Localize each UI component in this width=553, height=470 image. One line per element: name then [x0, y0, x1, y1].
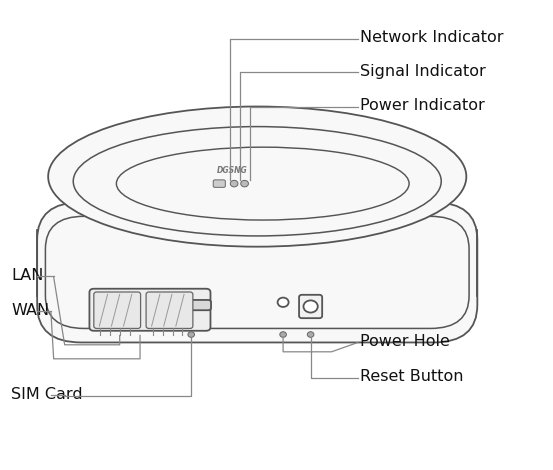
Text: Reset Button: Reset Button	[360, 368, 463, 384]
Circle shape	[230, 180, 238, 187]
FancyBboxPatch shape	[90, 289, 211, 331]
Circle shape	[241, 180, 248, 187]
FancyBboxPatch shape	[171, 300, 211, 310]
FancyBboxPatch shape	[299, 295, 322, 318]
Circle shape	[280, 332, 286, 337]
Circle shape	[307, 332, 314, 337]
FancyBboxPatch shape	[146, 292, 193, 329]
Ellipse shape	[48, 107, 466, 247]
FancyBboxPatch shape	[213, 180, 225, 188]
FancyBboxPatch shape	[37, 202, 477, 343]
Text: LAN: LAN	[11, 268, 44, 283]
Circle shape	[304, 300, 318, 313]
Circle shape	[188, 332, 195, 337]
FancyBboxPatch shape	[94, 292, 140, 329]
Text: SIM Card: SIM Card	[11, 387, 83, 402]
Text: Power Indicator: Power Indicator	[360, 98, 485, 113]
Text: DGSNG: DGSNG	[217, 166, 248, 175]
Text: Network Indicator: Network Indicator	[360, 30, 504, 45]
Circle shape	[278, 298, 289, 307]
Text: WAN: WAN	[11, 303, 49, 318]
Text: Power Hole: Power Hole	[360, 334, 450, 349]
Text: Signal Indicator: Signal Indicator	[360, 63, 486, 78]
